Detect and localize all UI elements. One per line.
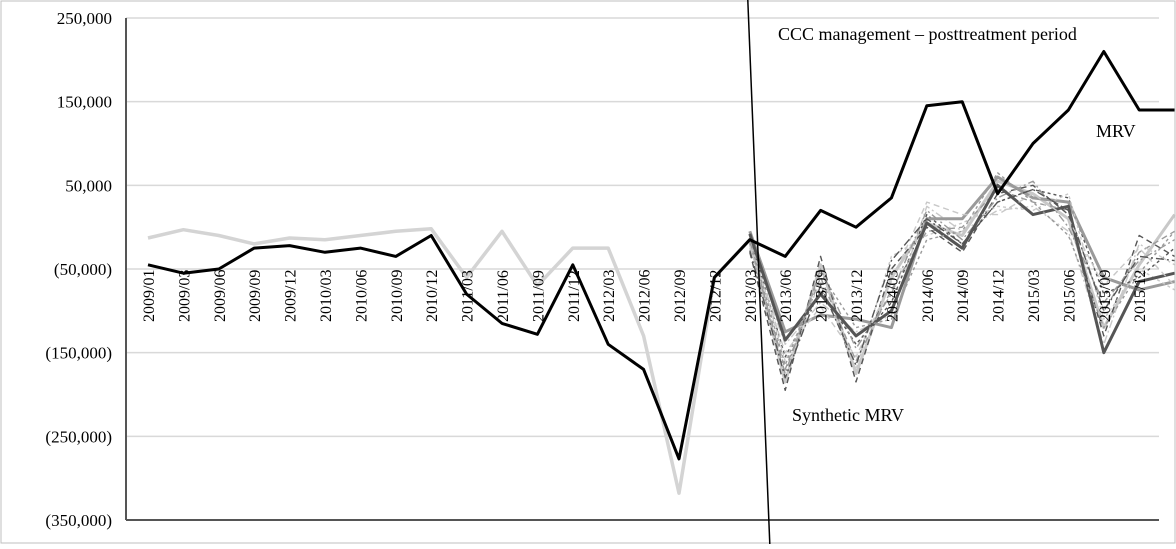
x-tick-label: 2015/06 xyxy=(1061,270,1078,322)
annotation-synthetic-mrv-label: Synthetic MRV xyxy=(792,405,904,425)
x-tick-label: 2009/06 xyxy=(212,270,229,322)
x-tick-label: 2012/09 xyxy=(672,270,689,322)
y-tick-label: 250,000 xyxy=(57,9,112,28)
x-tick-label: 2015/12 xyxy=(1132,270,1149,322)
x-tick-label: 2011/09 xyxy=(530,270,547,322)
treatment-divider-line xyxy=(747,0,771,545)
placebo-series-line xyxy=(748,175,1175,334)
x-tick-label: 2010/09 xyxy=(389,270,406,322)
x-tick-label: 2009/09 xyxy=(247,270,264,322)
placebo-series-line xyxy=(749,188,1175,379)
x-tick-label: 2011/12 xyxy=(566,270,583,322)
y-tick-label: 50,000 xyxy=(65,176,112,195)
synthetic-mrv-line xyxy=(147,227,752,495)
x-tick-label: 2013/09 xyxy=(814,270,831,322)
y-tick-label: 150,000 xyxy=(57,93,112,112)
placebo-series-line xyxy=(749,192,1175,371)
x-tick-label: 2014/06 xyxy=(920,270,937,322)
y-tick-label: (350,000) xyxy=(45,511,112,530)
mrv-line xyxy=(147,50,1175,461)
placebo-series-line xyxy=(749,172,1176,366)
x-tick-label: 2015/09 xyxy=(1097,270,1114,322)
x-tick-label: 2010/06 xyxy=(353,270,370,322)
x-tick-label: 2013/12 xyxy=(849,270,866,322)
x-tick-label: 2013/06 xyxy=(778,270,795,322)
annotation-posttreatment-period: CCC management – posttreatment period xyxy=(778,24,1077,44)
x-tick-label: 2010/03 xyxy=(318,270,335,322)
placebo-series-line xyxy=(748,183,1175,355)
series-layer xyxy=(147,50,1175,495)
x-tick-label: 2011/03 xyxy=(460,270,477,322)
placebo-lines-layer xyxy=(748,172,1176,391)
x-tick-label: 2013/03 xyxy=(743,270,760,322)
y-tick-label: (50,000) xyxy=(54,260,112,279)
x-tick-label: 2014/03 xyxy=(884,270,901,322)
placebo-series-line xyxy=(749,188,1176,358)
x-tick-label: 2012/12 xyxy=(707,270,724,322)
x-tick-label: 2012/03 xyxy=(601,270,618,322)
placebo-series-line xyxy=(749,184,1175,391)
placebo-series-line xyxy=(749,205,1175,345)
y-tick-labels: 250,000 150,000 50,000 (50,000) (150,000) (25… xyxy=(45,9,112,530)
x-tick-label: 2014/12 xyxy=(991,270,1008,322)
x-tick-label: 2015/03 xyxy=(1026,270,1043,322)
placebo-series-line xyxy=(749,192,1176,358)
y-tick-label: (150,000) xyxy=(45,344,112,363)
x-tick-label: 2011/06 xyxy=(495,270,512,322)
x-tick-label: 2009/03 xyxy=(176,270,193,322)
x-tick-labels: 2009/01 2009/03 2009/06 2009/09 2009/12 2010/… xyxy=(141,270,1149,322)
x-tick-label: 2014/09 xyxy=(955,270,972,322)
x-tick-label: 2012/06 xyxy=(637,270,654,322)
x-tick-label: 2010/12 xyxy=(424,270,441,322)
y-tick-label: (250,000) xyxy=(45,427,112,446)
x-tick-label: 2009/01 xyxy=(141,270,158,322)
placebo-series-line xyxy=(749,180,1175,375)
placebo-series-line xyxy=(749,188,1175,371)
x-tick-label: 2009/12 xyxy=(283,270,300,322)
annotation-mrv-label: MRV xyxy=(1096,121,1136,141)
